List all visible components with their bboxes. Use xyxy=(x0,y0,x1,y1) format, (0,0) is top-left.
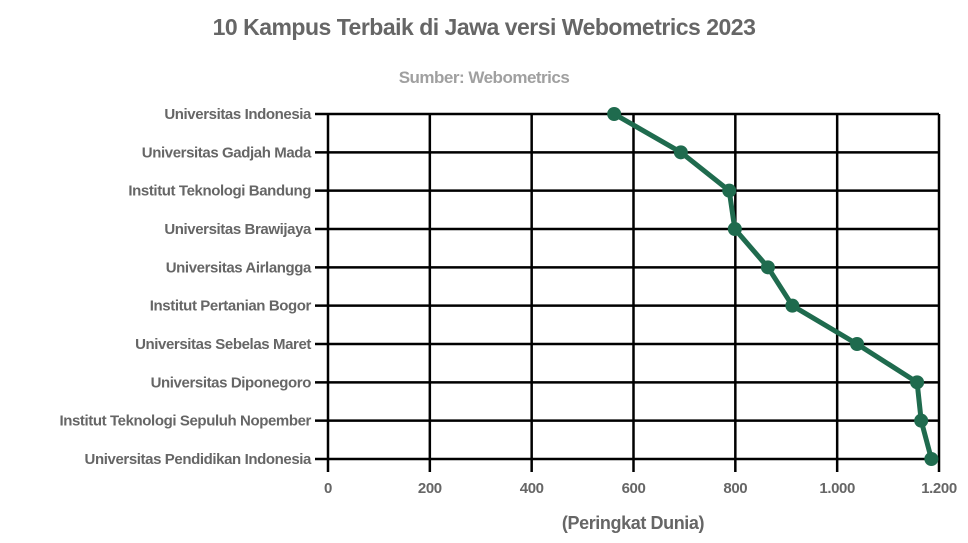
data-point-marker[interactable] xyxy=(785,298,800,313)
y-tick-label: Universitas Pendidikan Indonesia xyxy=(85,451,312,468)
data-point-marker[interactable] xyxy=(914,413,929,428)
data-point-marker[interactable] xyxy=(673,145,688,160)
x-tick-label: 200 xyxy=(418,480,442,497)
x-tick-label: 600 xyxy=(622,480,646,497)
x-tick-label: 1.000 xyxy=(819,480,855,497)
y-tick-label: Institut Teknologi Bandung xyxy=(128,183,311,200)
series-line xyxy=(612,111,934,460)
data-point-marker[interactable] xyxy=(607,107,622,121)
x-axis-title: (Peringkat Dunia) xyxy=(562,513,705,533)
chart-subtitle: Sumber: Webometrics xyxy=(398,68,570,87)
y-tick-label: Universitas Sebelas Maret xyxy=(135,336,311,353)
y-tick-label: Universitas Diponegoro xyxy=(151,374,312,391)
chart-title: 10 Kampus Terbaik di Jawa versi Webometr… xyxy=(212,14,756,40)
y-tick-label: Universitas Gadjah Mada xyxy=(142,144,312,161)
data-series xyxy=(607,107,939,466)
data-point-marker[interactable] xyxy=(760,260,775,275)
y-tick-label: Institut Teknologi Sepuluh Nopember xyxy=(59,413,311,430)
data-point-marker[interactable] xyxy=(727,222,742,236)
x-tick-label: 1.200 xyxy=(921,480,957,497)
data-point-marker[interactable] xyxy=(850,337,865,351)
y-tick-label: Universitas Airlangga xyxy=(166,259,312,276)
data-point-marker[interactable] xyxy=(910,375,925,390)
y-tick-label: Universitas Indonesia xyxy=(164,106,312,123)
y-tick-label: Institut Pertanian Bogor xyxy=(150,298,312,315)
x-tick-label: 800 xyxy=(723,480,747,497)
x-axis-labels: 0 200 400 600 800 1.000 1.200 xyxy=(324,480,957,497)
y-tick-label: Universitas Brawijaya xyxy=(164,221,312,238)
x-tick-label: 0 xyxy=(324,480,332,497)
x-tick-label: 400 xyxy=(520,480,544,497)
y-axis-labels: Universitas Indonesia Universitas Gadjah … xyxy=(59,106,312,468)
data-point-marker[interactable] xyxy=(924,452,939,466)
data-point-marker[interactable] xyxy=(722,183,737,198)
grid-lines xyxy=(315,112,941,472)
